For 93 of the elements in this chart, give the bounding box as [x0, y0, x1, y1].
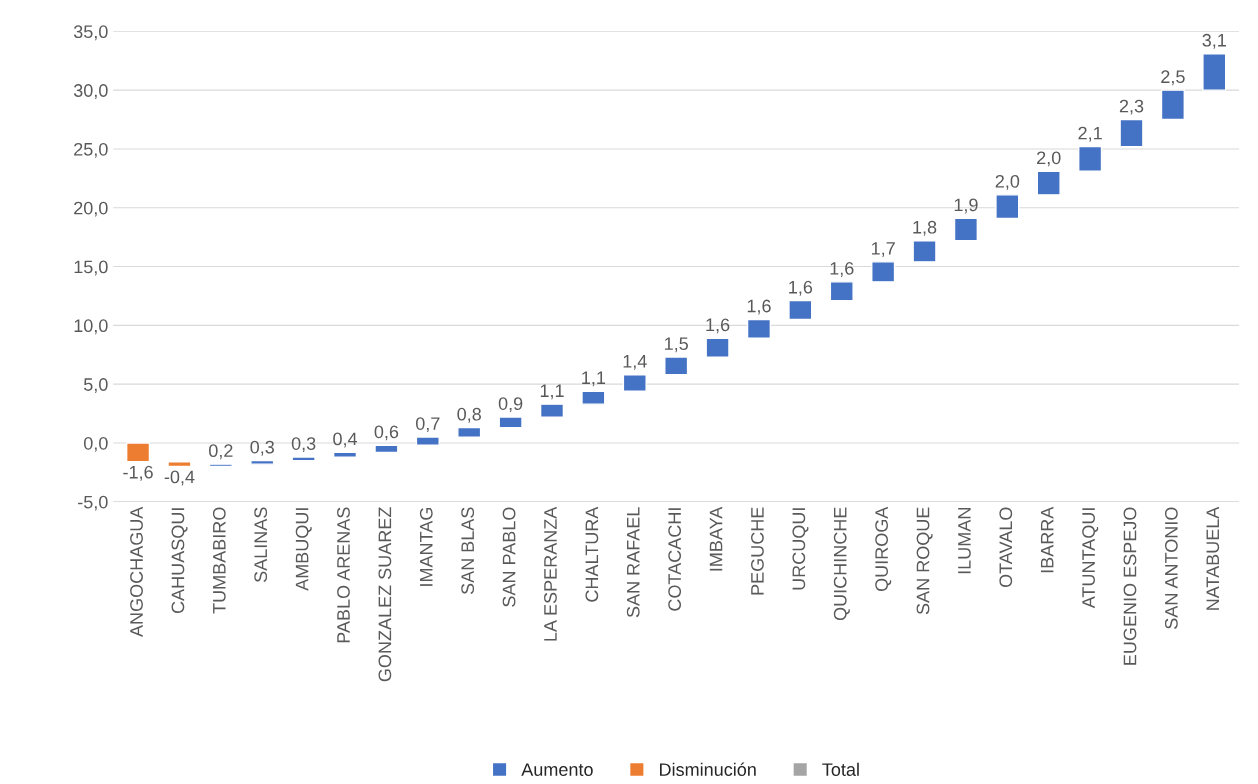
bar	[374, 444, 399, 454]
x-tick-label: SALINAS	[254, 507, 268, 583]
x-tick-label: CHALTURA	[585, 506, 599, 602]
data-label: 0,8	[457, 407, 481, 423]
x-tick-label: SAN ROQUE	[916, 507, 933, 615]
data-label: 1,9	[954, 198, 978, 214]
bar	[1160, 89, 1185, 121]
y-tick-label: 0,0	[83, 436, 108, 452]
data-label: 1,1	[582, 371, 606, 387]
x-tick-label: ATUNTAQUI	[1082, 508, 1099, 609]
bar	[415, 436, 440, 447]
bar	[1036, 170, 1061, 196]
x-tick-label: ANGOCHAGUA	[130, 506, 143, 637]
data-label: 1,6	[830, 261, 854, 277]
bar	[1078, 145, 1103, 172]
data-label: 1,5	[665, 337, 688, 353]
y-tick-label: 35,0	[73, 25, 108, 41]
data-label: 2,5	[1161, 70, 1185, 86]
x-tick-label: IMBAYA	[709, 506, 723, 571]
x-tick-label: PABLO ARENAS	[337, 507, 350, 643]
x-tick-label: SAN ANTONIO	[1164, 507, 1178, 629]
bar	[581, 390, 606, 405]
x-tick-label: COTACACHI	[668, 508, 682, 611]
bar	[1119, 118, 1144, 148]
x-tick-label: AMBUQUI	[295, 508, 312, 591]
bar	[457, 426, 482, 438]
x-tick-label: EUGENIO ESPEJO	[1123, 507, 1137, 665]
x-tick-label: IBARRA	[1040, 506, 1054, 573]
data-label: 3,1	[1202, 33, 1226, 49]
legend-label: Disminución	[660, 762, 756, 776]
x-tick-label: IMANTAG	[419, 507, 433, 586]
bar	[125, 442, 151, 463]
data-label: 1,6	[747, 299, 771, 315]
data-label: 2,3	[1119, 99, 1144, 115]
x-tick-label: CAHUASQUI	[171, 508, 188, 614]
bar	[539, 403, 565, 418]
data-label: 1,6	[789, 280, 813, 296]
y-tick-label: -5,0	[78, 495, 108, 511]
y-tick-label: 15,0	[74, 260, 108, 276]
data-label: 0,3	[291, 437, 316, 453]
bar	[788, 299, 813, 321]
data-label: 1,4	[623, 355, 647, 370]
bar	[250, 459, 275, 465]
y-tick-label: 20,0	[74, 201, 108, 217]
bar	[332, 451, 358, 458]
data-label: 0,6	[374, 425, 399, 441]
x-tick-label: OTAVALO	[999, 507, 1013, 588]
bar	[622, 374, 647, 392]
y-tick-label: 25,0	[74, 142, 108, 158]
bar	[498, 416, 523, 429]
legend-label: Total	[822, 762, 859, 776]
x-tick-label: SAN RAFAEL	[626, 507, 640, 618]
x-tick-label: QUIROGA	[875, 506, 892, 592]
bar	[1202, 53, 1227, 91]
x-tick-label: ILUMAN	[958, 508, 971, 574]
x-tick-label: LA ESPERANZA	[544, 506, 557, 641]
bar	[995, 194, 1020, 220]
bar	[664, 356, 689, 376]
x-tick-label: SAN PABLO	[502, 507, 516, 607]
bar	[871, 261, 896, 283]
bar	[912, 239, 937, 263]
bar	[208, 463, 233, 468]
data-label: 1,8	[913, 220, 937, 236]
y-tick-label: 10,0	[74, 319, 108, 335]
data-label: -0,4	[164, 470, 195, 486]
bar	[746, 318, 772, 339]
data-label: 0,9	[498, 397, 523, 413]
bar	[705, 337, 730, 358]
y-tick-label: 30,0	[73, 84, 108, 100]
data-label: 1,6	[706, 318, 730, 334]
data-label: 0,3	[250, 440, 274, 456]
data-label: 2,1	[1078, 126, 1102, 142]
data-label: 0,4	[333, 432, 358, 448]
data-label: 1,1	[540, 384, 564, 400]
x-tick-label: QUICHINCHE	[833, 507, 850, 621]
x-tick-label: NATABUELA	[1206, 506, 1220, 610]
data-label: 1,7	[871, 242, 895, 257]
y-tick-label: 5,0	[83, 378, 108, 394]
data-label: 2,0	[1037, 151, 1061, 167]
x-tick-label: URCUQUI	[792, 508, 809, 590]
bar	[167, 461, 192, 468]
legend-label: Aumento	[521, 763, 593, 776]
x-tick-label: SAN BLAS	[461, 507, 475, 595]
data-label: 2,0	[995, 174, 1020, 190]
data-label: 0,7	[415, 417, 440, 433]
data-label: -1,6	[123, 465, 153, 481]
x-tick-label: TUMBABIRO	[212, 507, 226, 614]
bar	[829, 281, 854, 302]
data-label: 0,2	[209, 444, 233, 460]
bar	[953, 217, 979, 242]
x-tick-label: PEGUCHE	[751, 507, 764, 595]
x-tick-label: GONZALEZ SUAREZ	[378, 507, 392, 682]
bar	[291, 456, 316, 462]
